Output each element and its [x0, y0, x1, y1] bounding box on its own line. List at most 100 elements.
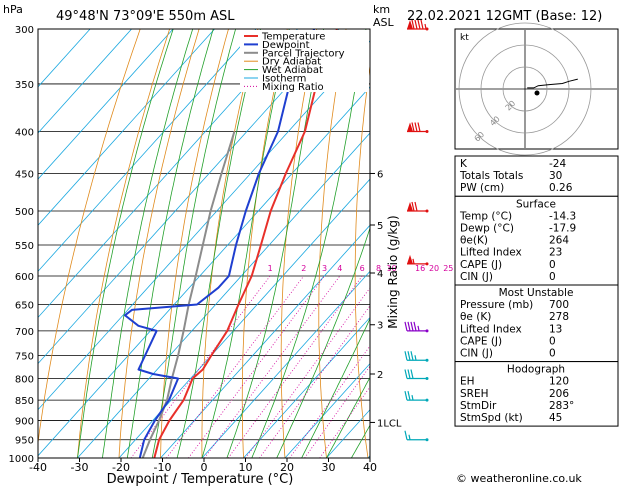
- wind-barb-flag: [417, 122, 421, 132]
- table-row-label: Totals Totals: [459, 170, 523, 182]
- legend-label: Dry Adiabat: [262, 57, 321, 68]
- isotherm-line: [38, 29, 174, 180]
- wind-barb-flag: [411, 19, 415, 30]
- dry-adiabat-line: [38, 29, 141, 446]
- pressure-unit-label: hPa: [3, 3, 23, 16]
- pressure-tick-label: 800: [15, 374, 34, 385]
- wind-barb: [407, 19, 429, 31]
- dry-adiabat-line: [425, 29, 451, 458]
- table-row-label: CIN (J): [460, 348, 493, 360]
- table-row-value: 0: [549, 335, 556, 347]
- wind-barb-dot: [425, 376, 429, 380]
- isotherm-line: [38, 29, 132, 134]
- table-row-label: SREH: [460, 388, 489, 400]
- wind-barb: [407, 254, 429, 266]
- table-row-value: 30: [549, 170, 562, 182]
- hodograph-unit-label: kt: [460, 33, 469, 43]
- isotherm-line: [201, 270, 370, 458]
- km-tick-label: 5: [377, 221, 383, 232]
- table-row-label: Temp (°C): [459, 210, 512, 222]
- wind-barb-flag: [414, 19, 418, 30]
- x-tick-label: -20: [112, 461, 130, 474]
- pressure-tick-label: 350: [15, 80, 34, 91]
- table-row-value: 700: [549, 299, 569, 311]
- isotherm-line: [284, 362, 370, 458]
- indices-tables: K -24 Totals Totals 30 PW (cm) 0.26 Surface Tem…: [454, 155, 619, 427]
- pressure-tick-label: 900: [15, 416, 34, 427]
- chart-lines: [124, 29, 338, 458]
- table-row-label: Dewp (°C): [460, 223, 514, 235]
- wet-adiabat-line: [301, 317, 370, 458]
- x-axis-label: Dewpoint / Temperature (°C): [107, 472, 294, 486]
- pressure-tick-label: 500: [15, 207, 34, 218]
- legend-label: Temperature: [261, 32, 325, 43]
- table-row-value: 0: [549, 348, 556, 360]
- mixing-ratio-value-label: 3: [322, 264, 327, 273]
- pressure-tick-label: 400: [15, 128, 34, 139]
- mixing-ratio-value-label: 1: [268, 264, 273, 273]
- hodograph-ring: [480, 44, 570, 134]
- most-unstable-box-title: Most Unstable: [499, 287, 574, 299]
- mixing-ratio-value-label: 6: [360, 264, 365, 273]
- wet-adiabat-line: [126, 29, 214, 458]
- isotherm-line: [38, 29, 215, 226]
- table-row-value: 23: [549, 247, 562, 259]
- wind-barb-flag: [404, 430, 408, 440]
- dry-adiabat-line: [354, 62, 370, 458]
- hodograph-table-box: [454, 361, 619, 427]
- wet-adiabat-line: [276, 226, 370, 458]
- table-row-label: StmSpd (kt): [460, 412, 523, 424]
- x-tick-label: -10: [154, 461, 172, 474]
- wind-barb: [404, 351, 429, 362]
- dry-adiabat-line: [77, 29, 170, 458]
- wind-barb: [404, 321, 429, 333]
- wind-barb-flag: [407, 321, 411, 332]
- mixing-ratio-line: [227, 275, 363, 458]
- wind-barb-flag: [413, 321, 417, 332]
- mixing-ratio-axis-label: Mixing Ratio (g/kg): [386, 215, 400, 328]
- wind-barb-pennant: [407, 254, 413, 264]
- wind-barb-flag: [414, 122, 418, 132]
- table-row-value: 0: [549, 259, 556, 271]
- wind-barb-flag: [410, 321, 414, 332]
- table-row-label: Pressure (mb): [460, 299, 533, 311]
- table-row-value: -24: [549, 158, 566, 170]
- mixing-ratio-line: [188, 275, 325, 458]
- table-row-label: Lifted Index: [460, 247, 522, 259]
- wet-adiabat-line: [251, 29, 367, 458]
- datetime-title: 22.02.2021 12GMT (Base: 12): [407, 9, 602, 24]
- legend-label: Parcel Trajectory: [262, 48, 345, 59]
- wind-barb-dot: [425, 27, 429, 31]
- legend-label: Wet Adiabat: [262, 65, 323, 76]
- mixing-ratio-value-label: 16: [415, 264, 425, 273]
- km-tick-label: 1LCL: [377, 418, 402, 429]
- table-row-value: 264: [549, 235, 569, 247]
- table-row-value: 13: [549, 323, 562, 335]
- mixing-ratio-value-label: 2: [301, 264, 306, 273]
- x-tick-label: 10: [239, 461, 253, 474]
- pressure-tick-label: 450: [15, 169, 34, 180]
- dry-adiabat-line: [201, 29, 259, 458]
- wind-barb-flag: [411, 122, 415, 132]
- copyright-text: © weatheronline.co.uk: [456, 472, 582, 485]
- chart-axes: 3003504004505005506006507007508008509009…: [9, 25, 377, 474]
- wind-barb-flag: [407, 369, 411, 379]
- hodograph-ring: [458, 22, 592, 156]
- dry-adiabat-line: [241, 29, 288, 458]
- parcel-trajectory-line: [141, 131, 236, 458]
- wind-barb-half-flag: [411, 394, 414, 401]
- mixing-ratio-value-label: 10: [387, 264, 397, 273]
- table-row-label: CIN (J): [460, 271, 493, 283]
- isotherm-line: [77, 132, 370, 458]
- temperature-line: [153, 29, 338, 458]
- wind-barb-dot: [425, 438, 429, 442]
- surface-box-title: Surface: [516, 198, 556, 210]
- wind-barb-flag: [404, 351, 408, 361]
- x-tick-label: 30: [322, 461, 336, 474]
- wind-barb-flag: [407, 351, 411, 361]
- location-title: 49°48'N 73°09'E 550m ASL: [56, 9, 235, 24]
- table-row-label: StmDir: [460, 400, 497, 412]
- table-row-value: -17.9: [549, 223, 576, 235]
- pressure-tick-label: 750: [15, 351, 34, 362]
